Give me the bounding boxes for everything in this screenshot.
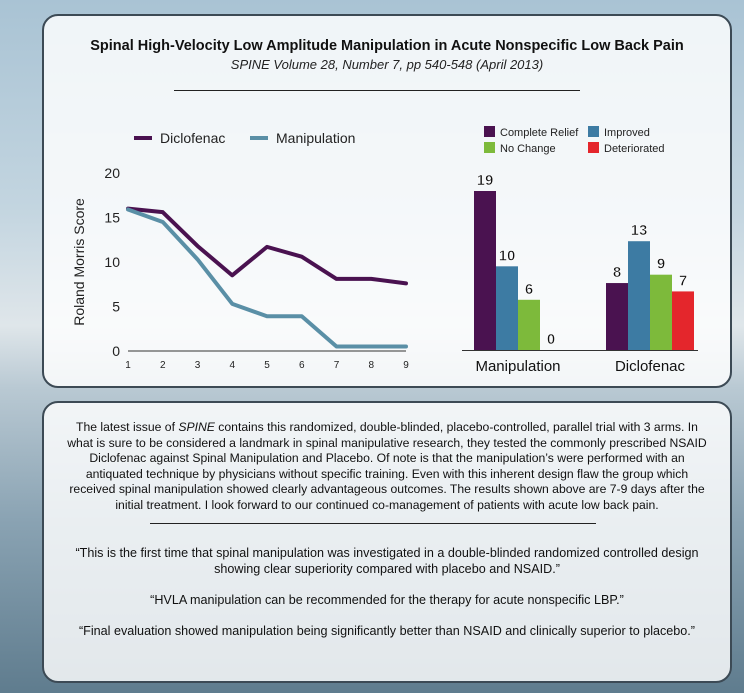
page-subtitle: SPINE Volume 28, Number 7, pp 540-548 (A… <box>230 57 544 72</box>
y-tick-label: 0 <box>112 343 120 359</box>
summary-paragraph: The latest issue of SPINE contains this … <box>66 420 708 514</box>
bar-improved <box>496 266 518 350</box>
y-tick-label: 5 <box>112 299 120 315</box>
series-line-manipulation <box>126 207 408 349</box>
bar-deteriorated <box>672 291 694 350</box>
x-tick-label: 2 <box>160 360 166 371</box>
x-tick-label: 3 <box>195 360 201 371</box>
legend-label: Diclofenac <box>160 130 225 146</box>
quote-2: “HVLA manipulation can be recommended fo… <box>150 593 624 607</box>
bar-value-label: 7 <box>679 272 687 289</box>
text-panel: The latest issue of SPINE contains this … <box>42 401 732 683</box>
bar-value-label: 10 <box>499 247 516 264</box>
bar-complete-relief <box>606 283 628 350</box>
series-line-diclofenac <box>126 206 408 286</box>
summary-body: contains this randomized, double-blinded… <box>67 420 707 512</box>
chart-panel: Spinal High-Velocity Low Amplitude Manip… <box>42 14 732 388</box>
line-chart: 0 5 10 15 20 1 2 3 4 5 6 7 8 9 Roland Morris Score Dicl… <box>71 130 409 371</box>
x-tick-label: 6 <box>299 360 305 371</box>
legend-label: Deteriorated <box>604 143 665 155</box>
bar-no-change <box>650 274 672 350</box>
bar-value-label: 0 <box>547 331 555 348</box>
bar-value-label: 8 <box>613 264 621 281</box>
quote-divider <box>150 523 596 524</box>
x-tick-label: 8 <box>368 360 374 371</box>
bar-value-label: 13 <box>631 222 648 239</box>
journal-name: SPINE <box>178 420 215 434</box>
legend-label: Improved <box>604 127 650 139</box>
category-label: Manipulation <box>475 358 560 375</box>
bar-complete-relief <box>474 191 496 350</box>
y-tick-label: 20 <box>104 165 120 181</box>
page-title: Spinal High-Velocity Low Amplitude Manip… <box>90 38 684 54</box>
x-tick-label: 5 <box>264 360 270 371</box>
y-tick-label: 10 <box>104 254 120 270</box>
legend-swatch <box>588 142 599 153</box>
bar-no-change <box>518 299 540 350</box>
category-label: Diclofenac <box>615 358 686 375</box>
y-axis-label: Roland Morris Score <box>71 198 87 326</box>
bar-value-label: 6 <box>525 281 533 298</box>
legend-swatch <box>588 126 599 137</box>
y-tick-label: 15 <box>104 210 120 226</box>
bar-value-label: 9 <box>657 256 665 273</box>
summary-intro: The latest issue of <box>76 420 179 434</box>
x-tick-label: 1 <box>125 360 131 371</box>
legend-label: Complete Relief <box>500 127 579 139</box>
legend-label: No Change <box>500 143 556 155</box>
x-tick-label: 4 <box>229 360 235 371</box>
legend-swatch <box>484 126 495 137</box>
quote-3: “Final evaluation showed manipulation be… <box>78 624 696 638</box>
x-tick-label: 7 <box>334 360 340 371</box>
bar-improved <box>628 241 650 350</box>
bar-value-label: 19 <box>477 172 494 189</box>
legend-swatch <box>484 142 495 153</box>
x-tick-label: 9 <box>403 360 409 371</box>
bar-chart: 19 10 6 0 Manipulation 8 13 97 Diclofenac Complet… <box>462 126 698 375</box>
legend-label: Manipulation <box>276 130 355 146</box>
quote-1: “This is the first time that spinal mani… <box>75 546 699 576</box>
header-divider <box>174 90 580 91</box>
